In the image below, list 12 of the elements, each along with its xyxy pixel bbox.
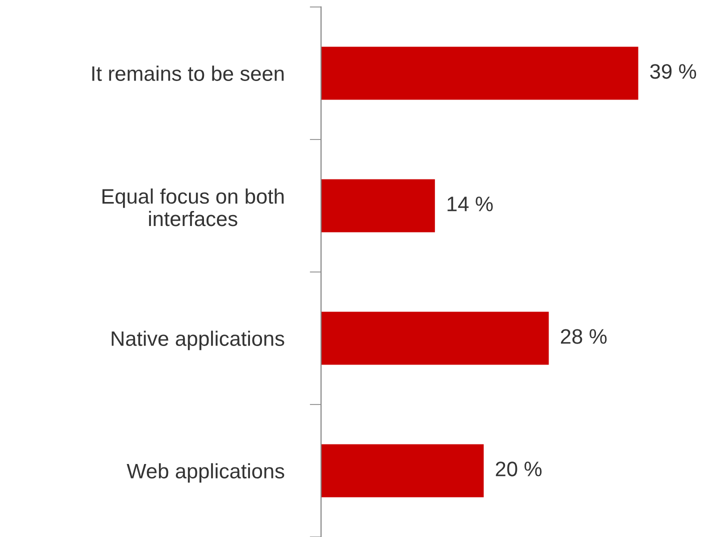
bar — [321, 46, 638, 100]
data-label: 28 % — [560, 329, 607, 344]
y-tick-label: Native applications — [112, 330, 284, 350]
y-tick-label: It remains to be seen — [92, 66, 284, 81]
data-label: 14 % — [448, 196, 493, 212]
data-label: 20 % — [496, 462, 542, 476]
bar — [321, 312, 549, 365]
bar — [321, 179, 435, 232]
y-tick-label: Web applications — [126, 463, 284, 483]
bar — [321, 444, 484, 498]
data-label: 39 % — [650, 64, 696, 79]
y-tick-label: Equal focus on both interfaces — [102, 188, 284, 226]
